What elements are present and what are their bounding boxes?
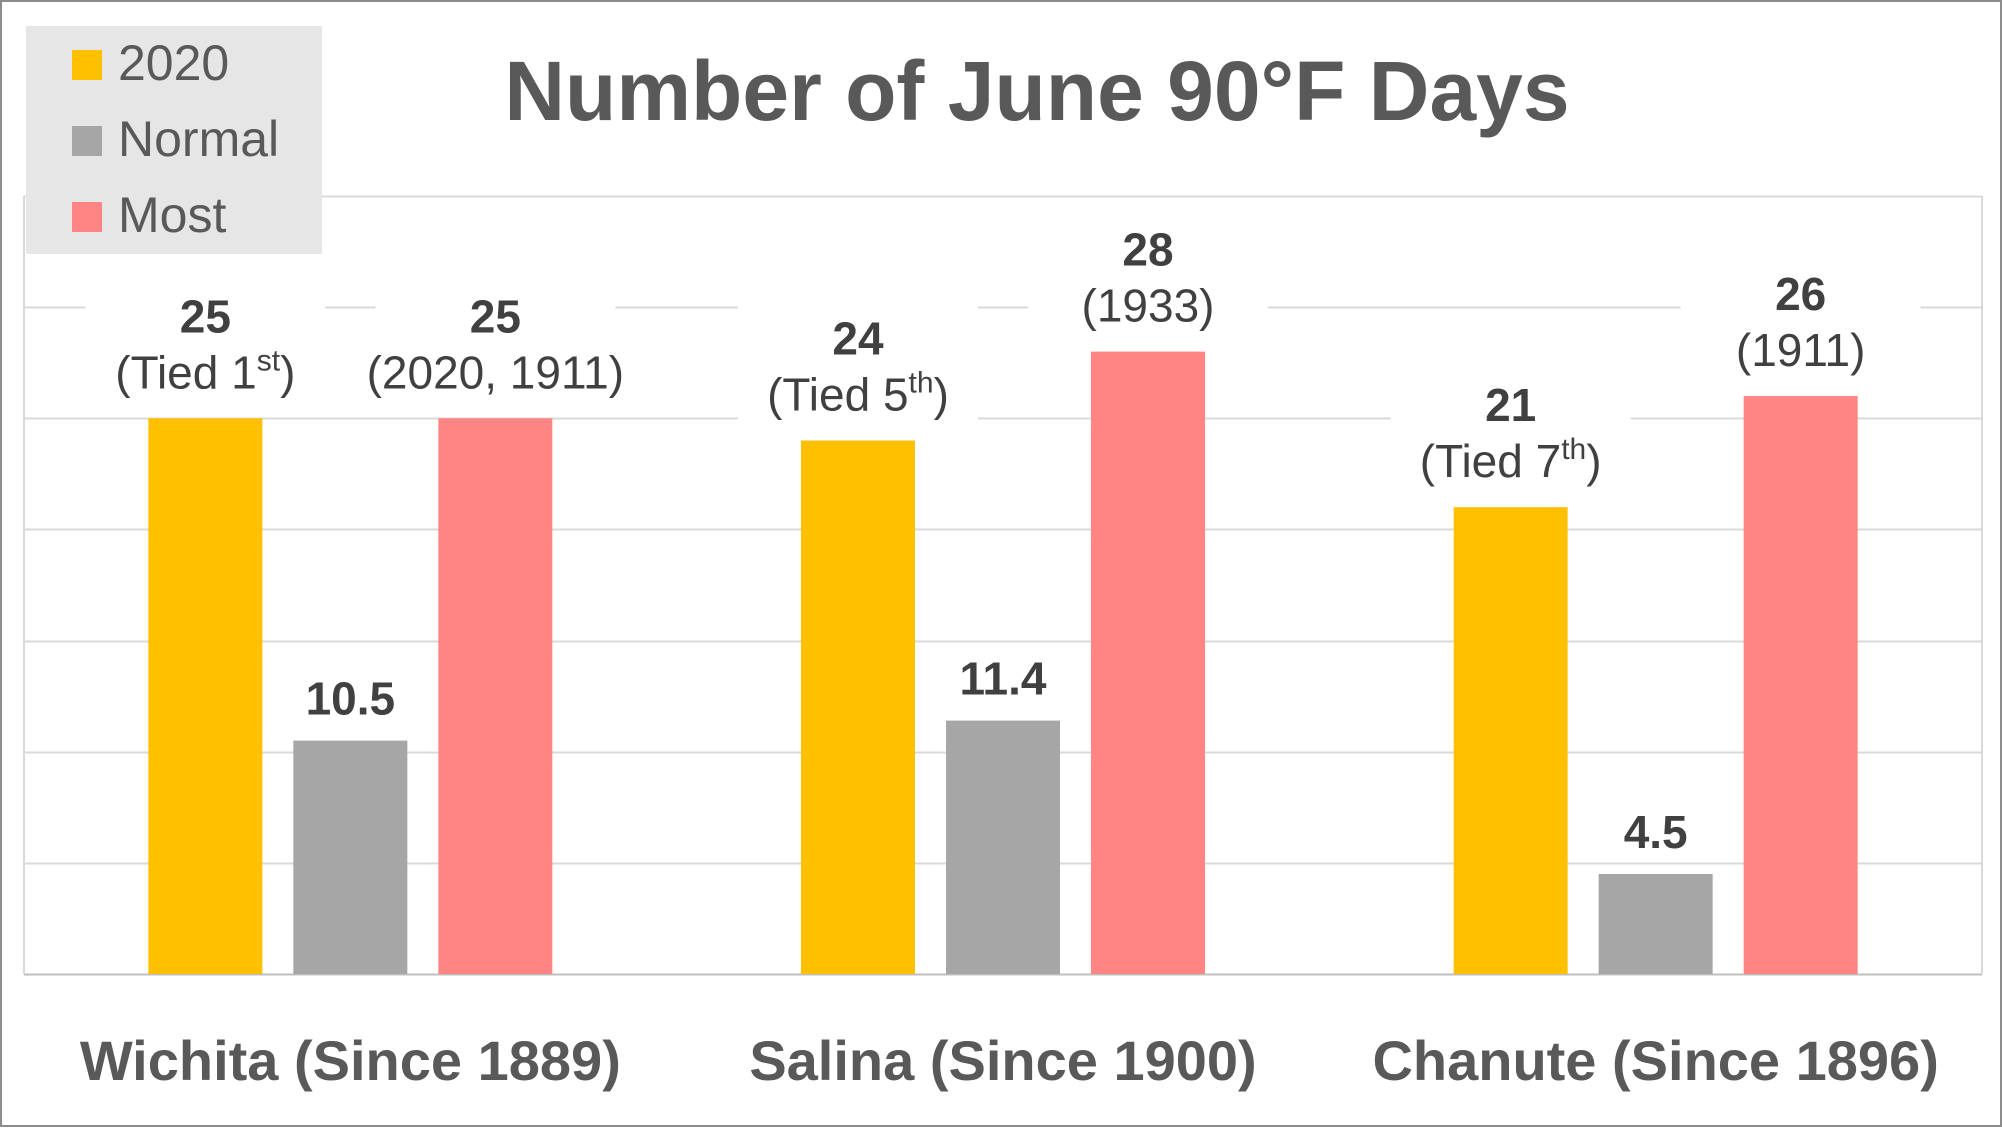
- legend: 2020 Normal Most: [26, 26, 322, 254]
- bar-most: [1091, 351, 1205, 975]
- bar-normal: [293, 740, 408, 974]
- legend-label: Normal: [118, 111, 279, 167]
- category-label: Chanute (Since 1896): [1372, 1029, 1938, 1092]
- bar-most: [1743, 396, 1858, 974]
- legend-label: 2020: [118, 35, 229, 91]
- bar-most: [438, 418, 553, 974]
- value-label: 25: [180, 290, 231, 342]
- rank-annotation: (Tied 5th): [767, 367, 949, 421]
- label-backdrop: [286, 668, 415, 727]
- value-label: 25: [470, 290, 521, 342]
- rank-annotation: (Tied 1st): [115, 344, 295, 398]
- category-label: Salina (Since 1900): [749, 1029, 1256, 1092]
- bar-normal: [1598, 873, 1713, 974]
- value-label: 24: [832, 313, 884, 365]
- category-label: Wichita (Since 1889): [80, 1029, 621, 1092]
- label-backdrop: [85, 276, 326, 401]
- chart-title: Number of June 90°F Days: [504, 44, 1569, 138]
- data-labels: 25(Tied 1st)10.525(2020, 1911)24(Tied 5t…: [85, 209, 1921, 860]
- category-labels: Wichita (Since 1889) Salina (Since 1900) C…: [80, 1029, 1939, 1092]
- bar-2020: [148, 418, 263, 974]
- bar-2020: [1453, 507, 1568, 974]
- bars: [148, 351, 1858, 975]
- rank-annotation: (2020, 1911): [367, 346, 624, 398]
- value-label: 21: [1485, 379, 1536, 431]
- value-label: 28: [1122, 224, 1173, 276]
- rank-annotation: (1911): [1736, 324, 1866, 376]
- label-backdrop: [939, 648, 1067, 707]
- rank-annotation: (1933): [1082, 280, 1215, 332]
- label-backdrop: [738, 298, 978, 423]
- legend-swatch: [72, 202, 102, 232]
- label-backdrop: [1591, 801, 1720, 860]
- legend-swatch: [72, 126, 102, 156]
- value-label: 4.5: [1624, 806, 1688, 858]
- label-backdrop: [1390, 365, 1631, 490]
- value-label: 10.5: [306, 673, 396, 725]
- rank-annotation: (Tied 7th): [1420, 433, 1602, 487]
- bar-2020: [801, 440, 915, 974]
- legend-label: Most: [118, 187, 226, 243]
- bar-normal: [946, 720, 1060, 974]
- label-backdrop: [375, 276, 616, 401]
- label-backdrop: [1028, 209, 1268, 334]
- value-label: 26: [1775, 268, 1826, 320]
- value-label: 11.4: [960, 653, 1047, 705]
- label-backdrop: [1680, 254, 1921, 379]
- legend-swatch: [72, 50, 102, 80]
